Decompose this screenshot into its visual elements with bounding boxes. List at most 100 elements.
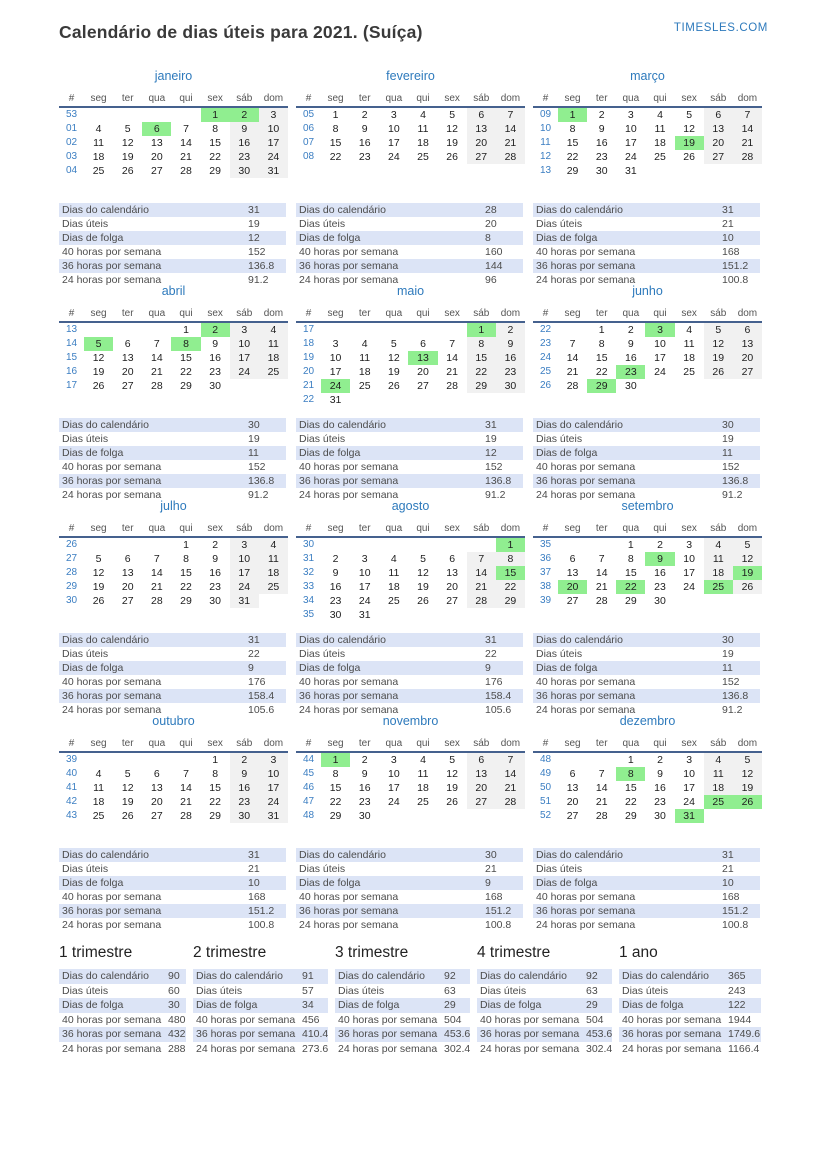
month-title: julho [160, 499, 187, 513]
weekday-header: # [305, 308, 312, 319]
stat-value: 100.8 [722, 274, 749, 286]
stat-value: 168 [722, 891, 740, 903]
stat-value: 96 [485, 274, 497, 286]
day-cell: 9 [361, 768, 368, 780]
day-cell: 4 [95, 123, 102, 135]
stat-label: Dias úteis [299, 648, 346, 660]
day-cell: 22 [180, 581, 192, 593]
week-row: 53 1 2 3 [59, 107, 288, 122]
day-cell: 22 [616, 580, 646, 594]
day-cell: 8 [212, 123, 219, 135]
day-cell: 3 [390, 109, 397, 121]
day-cell: 16 [358, 137, 371, 149]
day-cell: 18 [703, 781, 733, 795]
day-cell: 10 [683, 553, 695, 565]
week-row: 07 15 16 17 18 19 20 21 [296, 136, 525, 150]
day-cell: 19 [121, 796, 134, 808]
empty-cell [350, 393, 379, 407]
stat-label: Dias úteis [62, 433, 109, 445]
day-cell: 12 [417, 567, 429, 579]
day-cell: 28 [446, 380, 458, 392]
month-março: março # seg ter qua qui sex sáb dom 09 1 2 3 4 5 6 7 10 8 9… [533, 70, 770, 287]
stat-row: 24 horas por semana 100.8 [533, 273, 760, 287]
empty-cell [733, 594, 762, 608]
stat-label: 40 horas por semana [62, 1013, 162, 1026]
day-cell: 8 [183, 553, 189, 565]
day-cell: 13 [466, 122, 496, 136]
stat-row: 40 horas por semana 152 [533, 675, 760, 689]
week-row: 15 12 13 14 15 16 17 18 [59, 351, 288, 365]
week-row: 02 11 12 13 14 15 16 17 [59, 136, 288, 150]
day-cell: 11 [417, 768, 429, 780]
weekday-header: qua [148, 738, 166, 749]
month-fevereiro-stats-table: Dias do calendário 28 Dias úteis 20 Dias de … [296, 203, 523, 287]
day-cell: 20 [566, 796, 579, 808]
weekday-header-row: # seg ter qua qui sex sáb dom [533, 91, 762, 107]
day-cell: 16 [229, 781, 259, 795]
stat-label: Dias úteis [62, 648, 109, 660]
month-julho-stats-table: Dias do calendário 31 Dias úteis 22 Dias de … [59, 633, 286, 717]
day-cell: 4 [703, 752, 733, 767]
day-cell: 16 [329, 581, 342, 593]
stat-label: 40 horas por semana [299, 461, 399, 473]
weekday-header: qui [179, 93, 193, 104]
week-number: 50 [539, 782, 552, 793]
day-cell: 13 [121, 567, 134, 579]
weekday-header: sex [681, 93, 697, 104]
week-number: 21 [302, 380, 315, 391]
stat-row: 24 horas por semana 105.6 [296, 703, 523, 717]
weekday-header: ter [595, 308, 608, 319]
week-number: 44 [302, 754, 315, 765]
day-cell: 17 [654, 352, 666, 364]
calendar-area: # seg ter qua qui sex sáb dom 09 1 2 3 4 5 6 7 10 8 9 10 11 1… [533, 91, 770, 194]
day-cell: 16 [625, 352, 637, 364]
weekday-header: seg [90, 308, 107, 319]
weekday-header: seg [564, 93, 581, 104]
weekday-header: sáb [236, 308, 253, 319]
stat-value: 136.8 [722, 690, 749, 702]
weekday-header-row: # seg ter qua qui sex sáb dom [533, 521, 762, 537]
empty-cell [467, 393, 496, 407]
weekday-header: qui [416, 523, 430, 534]
stat-row: 36 horas por semana 1749.6 [619, 1027, 761, 1042]
stat-row: Dias de folga 12 [59, 231, 286, 245]
day-cell: 14 [595, 782, 608, 794]
day-cell: 23 [654, 581, 666, 593]
day-cell: 15 [209, 137, 221, 149]
day-cell: 10 [654, 338, 666, 350]
stat-value: 21 [722, 863, 734, 875]
week-number: 49 [539, 768, 552, 779]
day-cell: 22 [209, 796, 221, 808]
day-cell: 31 [329, 394, 342, 406]
day-cell: 18 [92, 796, 105, 808]
day-cell: 15 [209, 782, 221, 794]
empty-cell [496, 393, 525, 407]
day-cell: 19 [674, 136, 704, 150]
stat-value: 151.2 [485, 905, 512, 917]
day-cell: 28 [595, 595, 608, 607]
day-cell: 1 [332, 109, 339, 121]
week-number: 06 [302, 123, 315, 134]
stat-row: Dias do calendário 91 [193, 969, 328, 984]
day-cell: 10 [229, 337, 259, 351]
stat-value: 168 [248, 891, 266, 903]
day-cell: 15 [329, 782, 342, 794]
stat-label: 40 horas por semana [480, 1013, 580, 1026]
weekday-header: qui [653, 738, 667, 749]
day-cell: 10 [683, 768, 695, 780]
day-cell: 10 [329, 352, 342, 364]
stat-row: Dias do calendário 28 [296, 203, 523, 217]
site-link[interactable]: TIMESLES.COM [673, 22, 768, 34]
weekday-header-row: # seg ter qua qui sex sáb dom [533, 306, 762, 322]
day-cell: 13 [566, 782, 579, 794]
day-cell: 7 [183, 768, 189, 780]
day-cell: 28 [466, 594, 496, 608]
week-number: 24 [539, 352, 552, 363]
day-cell: 15 [329, 137, 342, 149]
day-cell: 10 [258, 122, 288, 136]
month-julho: julho # seg ter qua qui sex sáb dom 26 1 2 3 4 27 5 6 7 8 9… [59, 499, 296, 717]
day-cell: 1 [183, 324, 189, 336]
weekday-header: qua [622, 738, 640, 749]
stat-value: 21 [485, 863, 497, 875]
day-cell: 18 [358, 366, 371, 378]
